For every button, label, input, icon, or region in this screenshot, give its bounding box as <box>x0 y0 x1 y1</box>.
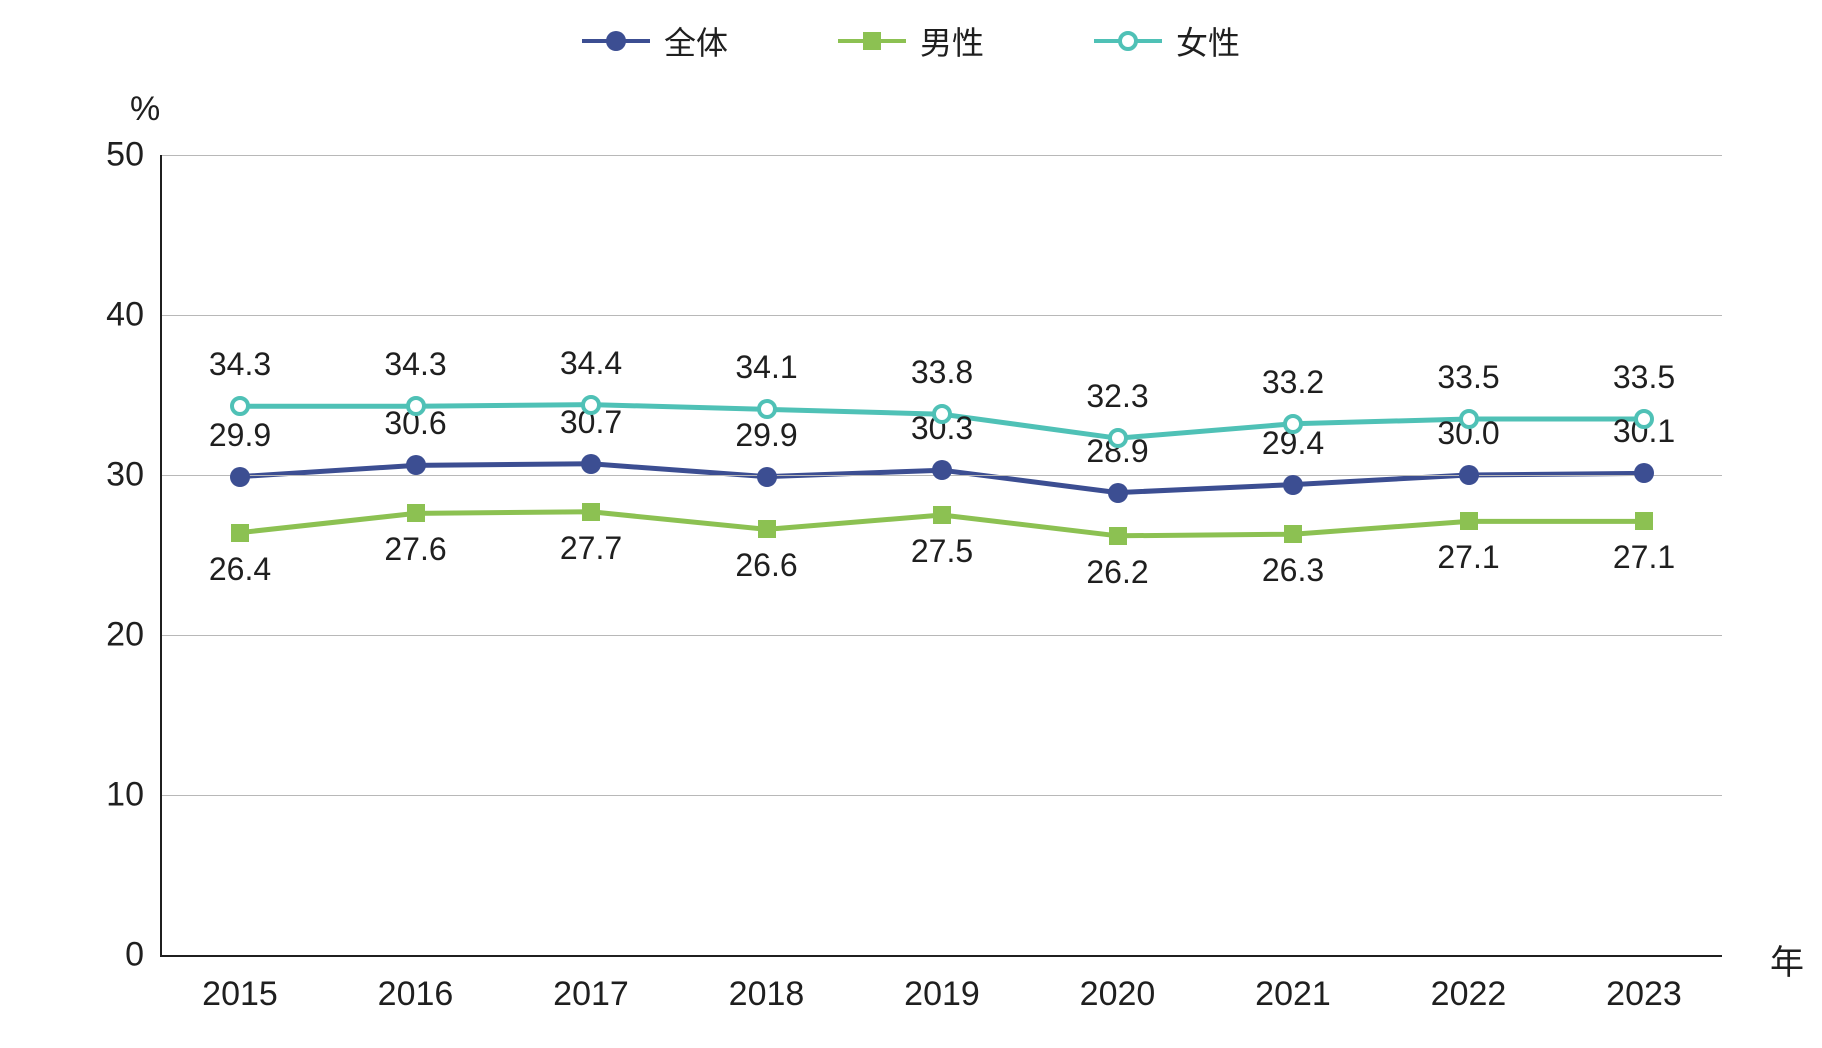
y-tick-label: 30 <box>74 456 162 495</box>
data-label-male: 27.7 <box>560 530 622 567</box>
x-tick-label: 2015 <box>202 955 278 1014</box>
data-label-male: 26.4 <box>209 551 271 588</box>
data-point-male <box>1635 512 1653 530</box>
data-point-female <box>1634 409 1654 429</box>
data-point-female <box>757 399 777 419</box>
data-label-female: 34.3 <box>209 346 271 383</box>
data-point-overall <box>757 467 777 487</box>
data-label-overall: 29.9 <box>735 417 797 454</box>
data-label-female: 34.3 <box>384 346 446 383</box>
data-point-female <box>1459 409 1479 429</box>
data-point-male <box>933 506 951 524</box>
data-label-male: 27.5 <box>911 533 973 570</box>
data-point-male <box>407 504 425 522</box>
data-point-overall <box>1634 463 1654 483</box>
data-point-male <box>1284 525 1302 543</box>
x-tick-label: 2023 <box>1606 955 1682 1014</box>
data-label-female: 33.2 <box>1262 364 1324 401</box>
data-point-overall <box>581 454 601 474</box>
data-point-male <box>758 520 776 538</box>
data-point-male <box>231 524 249 542</box>
x-axis-title: 年 <box>1770 935 1804 984</box>
line-chart: % 01020304050201520162017201820192020202… <box>0 0 1822 1048</box>
y-tick-label: 10 <box>74 776 162 815</box>
y-tick-label: 40 <box>74 296 162 335</box>
x-tick-label: 2017 <box>553 955 629 1014</box>
data-point-female <box>1283 414 1303 434</box>
data-point-female <box>932 404 952 424</box>
data-point-male <box>582 503 600 521</box>
data-label-male: 26.3 <box>1262 552 1324 589</box>
y-tick-label: 0 <box>74 936 162 975</box>
data-label-female: 33.5 <box>1613 359 1675 396</box>
data-point-overall <box>1283 475 1303 495</box>
y-axis-title: % <box>130 90 160 129</box>
gridline <box>162 315 1722 316</box>
gridline <box>162 795 1722 796</box>
gridline <box>162 155 1722 156</box>
data-point-overall <box>230 467 250 487</box>
data-label-female: 33.5 <box>1437 359 1499 396</box>
data-point-overall <box>1108 483 1128 503</box>
x-tick-label: 2019 <box>904 955 980 1014</box>
y-tick-label: 20 <box>74 616 162 655</box>
data-point-overall <box>932 460 952 480</box>
data-point-male <box>1109 527 1127 545</box>
data-point-female <box>581 395 601 415</box>
data-label-male: 27.1 <box>1613 539 1675 576</box>
data-label-female: 33.8 <box>911 354 973 391</box>
x-tick-label: 2016 <box>378 955 454 1014</box>
data-point-overall <box>406 455 426 475</box>
data-point-overall <box>1459 465 1479 485</box>
data-label-male: 27.1 <box>1437 539 1499 576</box>
data-point-male <box>1460 512 1478 530</box>
data-label-male: 26.6 <box>735 547 797 584</box>
data-point-female <box>406 396 426 416</box>
x-tick-label: 2022 <box>1431 955 1507 1014</box>
x-tick-label: 2021 <box>1255 955 1331 1014</box>
data-label-female: 34.4 <box>560 345 622 382</box>
data-label-male: 26.2 <box>1086 554 1148 591</box>
gridline <box>162 635 1722 636</box>
plot-area: 0102030405020152016201720182019202020212… <box>160 155 1722 957</box>
y-tick-label: 50 <box>74 136 162 175</box>
data-label-female: 34.1 <box>735 349 797 386</box>
x-tick-label: 2020 <box>1080 955 1156 1014</box>
x-tick-label: 2018 <box>729 955 805 1014</box>
data-label-overall: 29.9 <box>209 417 271 454</box>
data-point-female <box>1108 428 1128 448</box>
data-point-female <box>230 396 250 416</box>
data-label-male: 27.6 <box>384 531 446 568</box>
data-label-female: 32.3 <box>1086 378 1148 415</box>
